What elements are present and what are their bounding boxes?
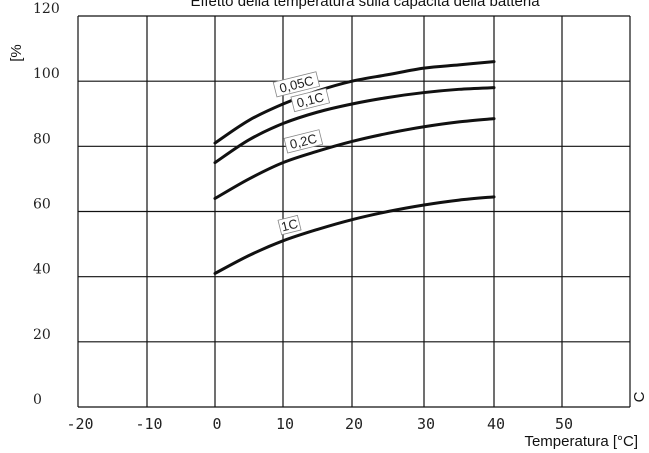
series-line-2 <box>213 117 496 200</box>
x-ticks: -20 -10 0 10 20 30 40 50 <box>66 415 573 433</box>
x-tick-label: 10 <box>276 415 294 433</box>
y-ticks: 0 20 40 60 80 100 120 <box>33 1 60 408</box>
series-label-text: 0,2C <box>288 131 318 152</box>
series-label-2: 0,2C <box>283 129 324 154</box>
series-label-text: 1C <box>280 216 300 235</box>
series-label-text: 0,1C <box>295 89 325 110</box>
series-label-3: 1C <box>277 214 302 236</box>
x-tick-label: 40 <box>487 415 505 433</box>
x-tick-label: 50 <box>555 415 573 433</box>
series-label-1: 0,1C <box>290 87 331 113</box>
y-tick-label: 40 <box>33 262 51 278</box>
chart-title: Effetto della temperatura sulla capacità… <box>190 0 540 10</box>
y-tick-label: 20 <box>33 327 51 343</box>
y-tick-label: 120 <box>33 1 60 17</box>
x-tick-label: 20 <box>345 415 363 433</box>
grid <box>77 15 631 408</box>
x-tick-label: 0 <box>212 415 221 433</box>
x-tick-label: -20 <box>66 415 93 433</box>
series-line-0 <box>213 60 496 145</box>
y-tick-label: 100 <box>33 66 60 82</box>
series-line-1 <box>213 86 496 165</box>
x-axis-label: Temperatura [°C] <box>524 433 638 450</box>
series-label-0: 0,05C <box>272 71 321 98</box>
series-lines <box>213 60 496 275</box>
series-line-3 <box>213 195 496 275</box>
x-tick-label: 30 <box>417 415 435 433</box>
y-axis-label: [% <box>8 44 25 62</box>
y-tick-label: 0 <box>33 392 42 408</box>
y-tick-label: 60 <box>33 197 51 213</box>
right-edge-text: C <box>631 391 648 402</box>
y-tick-label: 80 <box>33 131 51 147</box>
x-tick-label: -10 <box>135 415 162 433</box>
